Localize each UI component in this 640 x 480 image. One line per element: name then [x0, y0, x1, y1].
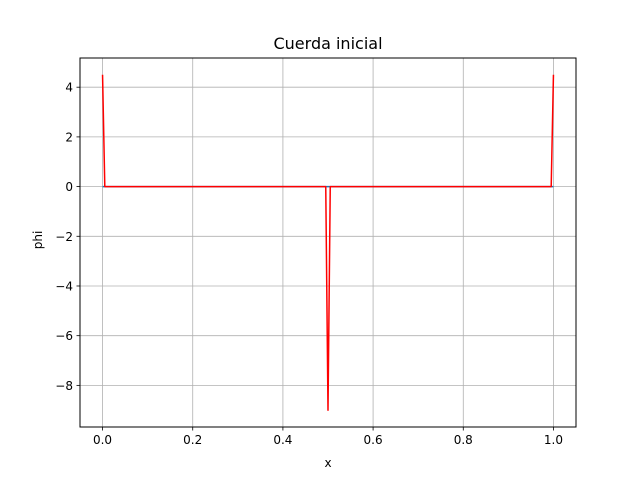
x-tick-label: 0.8 [454, 433, 473, 447]
y-axis-label: phi [31, 231, 45, 250]
y-tick-label: 4 [65, 81, 73, 95]
x-tick-label: 0.4 [273, 433, 292, 447]
x-tick-label: 0.2 [183, 433, 202, 447]
tick-layer: 0.0 0.2 0.4 0.6 0.8 1.0 −8 −6 −4 −2 0 2 4 [55, 81, 563, 447]
axes-frame [79, 57, 577, 428]
x-tick-label: 0.0 [93, 433, 112, 447]
series-layer [101, 74, 555, 411]
y-tick-label: −2 [55, 230, 73, 244]
y-tick-label: −6 [55, 329, 73, 343]
x-axis-label: x [324, 456, 331, 470]
x-tick-label: 0.6 [364, 433, 383, 447]
y-tick-label: −8 [55, 379, 73, 393]
y-tick-label: −4 [55, 279, 73, 293]
y-tick-label: 0 [65, 180, 73, 194]
x-tick-label: 1.0 [544, 433, 563, 447]
chart-title: Cuerda inicial [273, 34, 382, 53]
y-tick-label: 2 [65, 130, 73, 144]
series-line-2 [101, 74, 555, 411]
